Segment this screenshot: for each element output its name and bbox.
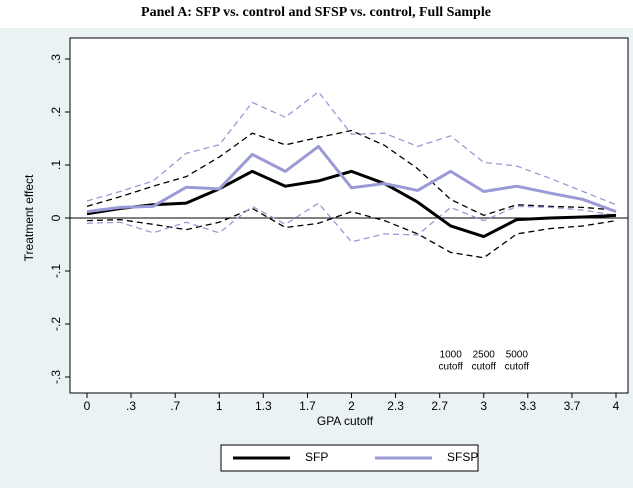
- annotation: cutoff: [472, 362, 496, 373]
- x-axis-title: GPA cutoff: [317, 414, 374, 428]
- x-tick-label: 2.3: [387, 399, 404, 413]
- x-tick-label: 1: [216, 399, 223, 413]
- y-tick-label: 0: [49, 214, 63, 221]
- y-tick-label: .2: [49, 107, 63, 117]
- x-tick-label: 3: [480, 399, 487, 413]
- ci-line: [86, 91, 617, 206]
- x-tick-label: .7: [170, 399, 180, 413]
- annotation: cutoff: [505, 362, 529, 373]
- y-tick-label: .1: [49, 160, 63, 170]
- legend-label: SFSP: [447, 450, 478, 464]
- x-tick-label: .3: [126, 399, 136, 413]
- annotation: cutoff: [439, 362, 463, 373]
- x-tick-label: 3.7: [564, 399, 581, 413]
- y-tick-label: -.1: [49, 264, 63, 278]
- ci-line: [86, 202, 617, 243]
- x-tick-label: 3.3: [519, 399, 536, 413]
- x-tick-label: 1.3: [255, 399, 272, 413]
- y-tick-label: -.2: [49, 317, 63, 331]
- x-tick-label: 2.7: [431, 399, 448, 413]
- annotation: 1000: [440, 350, 463, 361]
- plot-area: [69, 37, 629, 394]
- x-tick-label: 2: [348, 399, 355, 413]
- y-tick-label: .3: [49, 54, 63, 64]
- annotation: 2500: [473, 350, 496, 361]
- chart-title: Panel A: SFP vs. control and SFSP vs. co…: [141, 5, 491, 20]
- series-line: [86, 144, 617, 214]
- y-axis-title: Treatment effect: [22, 174, 36, 261]
- annotation: 5000: [506, 350, 529, 361]
- x-tick-label: 1.7: [299, 399, 316, 413]
- ci-line: [86, 129, 617, 216]
- y-tick-label: -.3: [49, 370, 63, 384]
- series-line: [86, 169, 617, 239]
- legend-label: SFP: [305, 450, 328, 464]
- x-tick-label: 4: [613, 399, 620, 413]
- x-tick-label: 0: [84, 399, 91, 413]
